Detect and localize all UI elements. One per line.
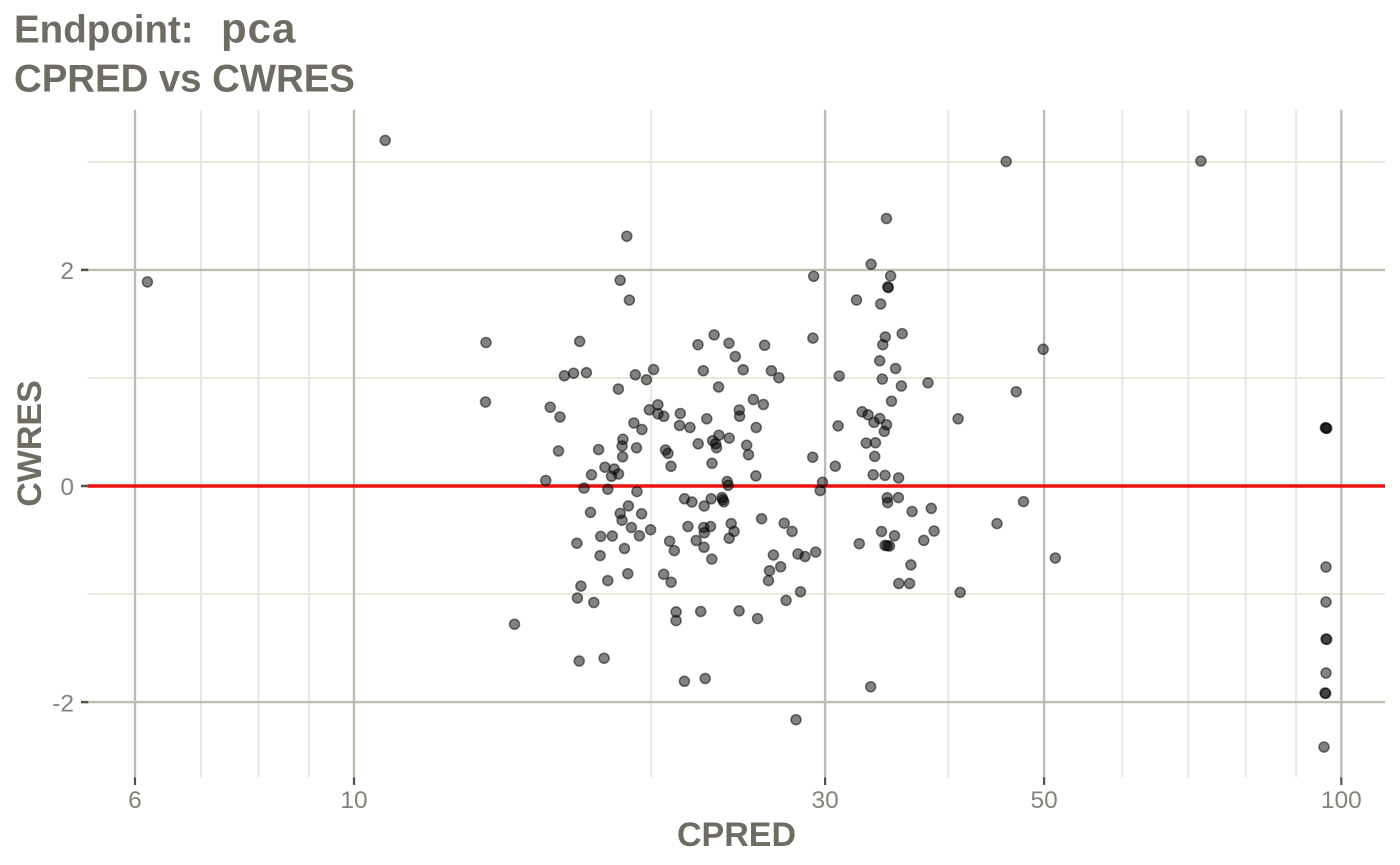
svg-text:10: 10 [340, 787, 367, 814]
svg-text:Endpoint:: Endpoint: [14, 9, 194, 52]
svg-text:50: 50 [1030, 787, 1057, 814]
svg-text:0: 0 [60, 474, 74, 501]
svg-text:CPRED vs CWRES: CPRED vs CWRES [14, 58, 355, 101]
svg-text:CPRED: CPRED [677, 816, 796, 854]
svg-text:CWRES: CWRES [11, 380, 49, 507]
svg-text:100: 100 [1321, 787, 1362, 814]
svg-text:pca: pca [221, 5, 296, 52]
svg-text:6: 6 [128, 787, 142, 814]
svg-text:2: 2 [60, 258, 74, 285]
svg-text:-2: -2 [52, 690, 74, 717]
svg-text:30: 30 [811, 787, 838, 814]
